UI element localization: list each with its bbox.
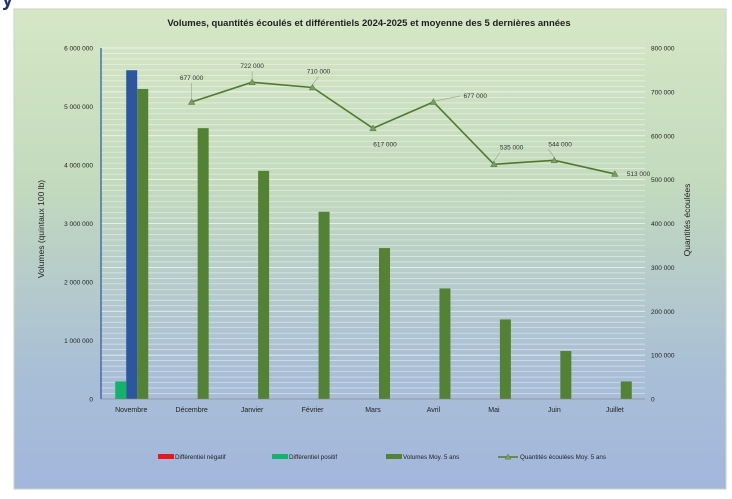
- legend-label: Volumes Moy. 5 ans: [403, 454, 459, 461]
- axes: 0 1 000 000 2 000 000 3 000 000 4 000 000 5 0…: [64, 46, 675, 415]
- bar: [137, 88, 149, 399]
- bar: [560, 351, 572, 399]
- bar: [115, 381, 127, 399]
- data-label: 677 000: [180, 75, 204, 82]
- chart-title: Volumes, quantités écoulés et différenti…: [167, 18, 570, 29]
- y-left-tick-label: 0: [89, 397, 93, 404]
- bar: [499, 319, 511, 399]
- bar: [197, 128, 209, 399]
- line-point: [611, 170, 619, 177]
- y-right-tick-label: 700 000: [651, 89, 675, 96]
- x-tick-label: Décembre: [176, 407, 208, 414]
- y-right-tick-label: 200 000: [651, 309, 675, 316]
- line-series: 677 000 722 000 710 000 617 000 677 000 535 0…: [180, 63, 651, 178]
- series-line: [191, 81, 615, 175]
- data-label: 544 000: [548, 141, 572, 148]
- y-left-tick-label: 4 000 000: [64, 163, 93, 170]
- label-leader: [312, 76, 319, 85]
- data-label: 513 000: [627, 171, 651, 178]
- header-fragment: y: [2, 0, 14, 11]
- y-right-tick-label: 400 000: [651, 221, 675, 228]
- data-label: 677 000: [463, 93, 487, 100]
- bar: [379, 248, 390, 399]
- label-leader: [493, 152, 501, 162]
- line-point: [369, 124, 377, 132]
- x-tick-label: Mai: [488, 407, 500, 414]
- y-right-tick-label: 600 000: [651, 133, 675, 140]
- y-left-tick-label: 5 000 000: [64, 104, 93, 111]
- label-leader: [435, 95, 461, 102]
- legend-swatch: [272, 454, 288, 459]
- legend-label: Différentiel négatif: [175, 454, 226, 461]
- line-point: [248, 78, 256, 85]
- bars: [115, 70, 632, 399]
- bar: [439, 288, 451, 399]
- y-right-tick-label: 0: [651, 397, 655, 404]
- x-tick-label: Janvier: [241, 407, 264, 414]
- y-right-tick-label: 500 000: [651, 177, 675, 184]
- line-point: [429, 98, 438, 105]
- legend-swatch: [386, 454, 402, 459]
- x-tick-label: Mars: [365, 407, 381, 414]
- x-tick-label: Juillet: [606, 407, 624, 414]
- legend: Différentiel négatif Différentiel positif…: [158, 453, 606, 461]
- data-label: 617 000: [373, 141, 397, 148]
- bar: [620, 381, 632, 399]
- y-left-tick-label: 6 000 000: [64, 46, 93, 53]
- line-point: [550, 156, 559, 164]
- x-tick-label: Février: [302, 407, 324, 414]
- label-leader: [548, 149, 555, 158]
- x-tick-label: Juin: [548, 407, 561, 414]
- legend-label: Quantités écoulées Moy. 5 ans: [520, 454, 606, 461]
- y-left-tick-label: 3 000 000: [64, 221, 93, 228]
- y-right-tick-label: 100 000: [651, 353, 675, 360]
- y-right-tick-label: 300 000: [651, 265, 675, 272]
- y-axis-right-title: Quantités écoulées: [682, 184, 692, 257]
- data-label: 722 000: [240, 63, 264, 70]
- y-left-tick-label: 1 000 000: [64, 338, 93, 345]
- y-left-tick-label: 2 000 000: [64, 280, 93, 287]
- legend-label: Différentiel positif: [289, 454, 337, 461]
- x-tick-label: Avril: [427, 407, 441, 414]
- y-right-tick-label: 800 000: [651, 46, 675, 53]
- line-point: [490, 160, 498, 168]
- legend-swatch: [158, 454, 174, 459]
- x-tick-label: Novembre: [115, 407, 147, 414]
- data-label: 535 000: [500, 144, 524, 151]
- line-point: [187, 98, 196, 105]
- bar: [318, 211, 330, 399]
- bar: [126, 70, 138, 399]
- bar: [258, 170, 270, 399]
- line-point: [308, 83, 317, 91]
- legend-marker: [504, 453, 512, 460]
- data-label: 710 000: [307, 68, 331, 75]
- y-axis-left-title: Volumes (quintaux 100 lb): [36, 180, 46, 278]
